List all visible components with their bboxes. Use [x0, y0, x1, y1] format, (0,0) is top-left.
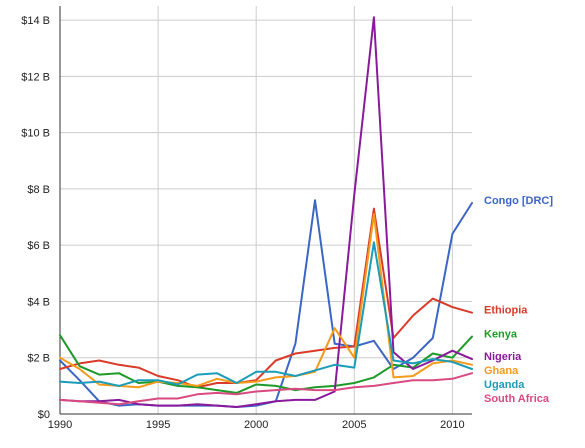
series-line-ethiopia — [59, 207, 473, 389]
y-tick-label: $12 B — [21, 71, 50, 83]
x-tick-label: 1995 — [146, 419, 170, 431]
y-tick-label: $0 — [38, 409, 50, 421]
series-line-south-africa — [59, 372, 473, 406]
legend-label-ethiopia: Ethiopia — [484, 305, 528, 317]
y-tick-label: $10 B — [21, 128, 50, 140]
legend-label-uganda: Uganda — [484, 379, 525, 391]
x-tick-label: 1990 — [48, 419, 72, 431]
series-lines — [59, 16, 473, 408]
gridlines — [60, 6, 472, 414]
legend-label-nigeria: Nigeria — [484, 351, 522, 363]
legend-label-south-africa: South Africa — [484, 393, 550, 405]
x-tick-label: 2005 — [342, 419, 366, 431]
x-tick-label: 2000 — [244, 419, 268, 431]
legend-label-congo-drc: Congo [DRC] — [484, 195, 553, 207]
y-tick-label: $2 B — [27, 353, 50, 365]
series-line-ghana — [59, 213, 473, 389]
axes: $0 $2 B $4 B $6 B $8 B $10 B $12 B $14 B 1990 199… — [21, 6, 472, 431]
legend: Congo [DRC] Ethiopia Kenya Nigeria Ghana Ugan… — [484, 195, 553, 405]
x-tick-label: 2010 — [440, 419, 464, 431]
y-tick-label: $14 B — [21, 15, 50, 27]
y-tick-label: $8 B — [27, 184, 50, 196]
series-line-uganda — [59, 241, 473, 387]
legend-label-ghana: Ghana — [484, 365, 519, 377]
series-line-kenya — [59, 334, 473, 394]
y-tick-label: $4 B — [27, 296, 50, 308]
y-tick-label: $6 B — [27, 240, 50, 252]
series-line-nigeria — [59, 16, 473, 408]
legend-label-kenya: Kenya — [484, 328, 518, 340]
